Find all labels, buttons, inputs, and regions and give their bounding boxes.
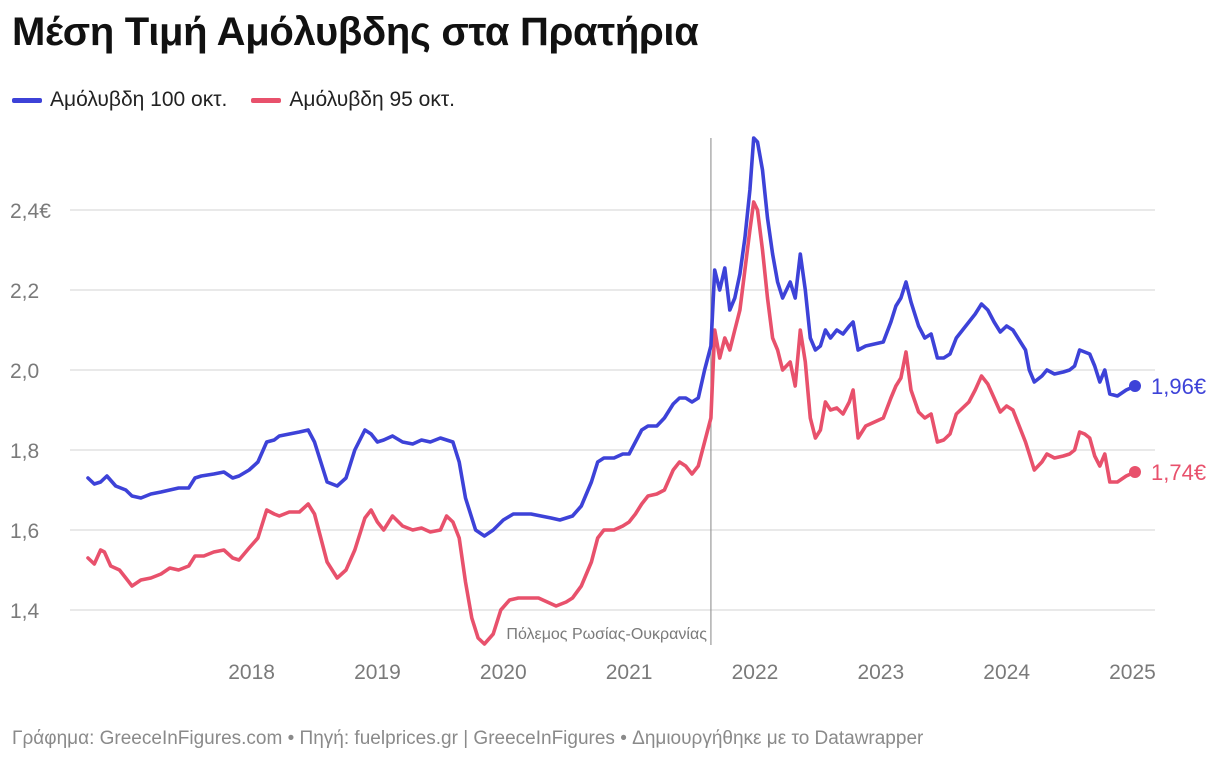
- x-tick-label-2: 2020: [480, 661, 527, 684]
- y-tick-label-3: 2,0: [10, 360, 39, 383]
- x-tick-label-4: 2022: [732, 661, 779, 684]
- x-tick-label-5: 2023: [857, 661, 904, 684]
- series-line-1: [86, 200, 1137, 646]
- y-tick-label-4: 2,2: [10, 280, 39, 303]
- legend-item-100: Αμόλυβδη 100 οκτ.: [12, 88, 227, 112]
- x-tick-label-6: 2024: [983, 661, 1030, 684]
- x-tick-label-1: 2019: [354, 661, 401, 684]
- chart-title: Μέση Τιμή Αμόλυβδης στα Πρατήρια: [12, 10, 699, 54]
- legend: Αμόλυβδη 100 οκτ. Αμόλυβδη 95 οκτ.: [12, 88, 455, 112]
- y-tick-label-2: 1,8: [10, 440, 39, 463]
- legend-item-95: Αμόλυβδη 95 οκτ.: [251, 88, 455, 112]
- series-end-dot-1: [1129, 466, 1141, 478]
- legend-swatch-100: [12, 97, 42, 103]
- legend-label-95: Αμόλυβδη 95 οκτ.: [289, 88, 455, 111]
- series-end-label-1: 1,74€: [1151, 460, 1206, 485]
- annotation-label: Πόλεμος Ρωσίας-Ουκρανίας: [506, 626, 707, 643]
- series-end-label-0: 1,96€: [1151, 374, 1206, 399]
- x-tick-label-7: 2025: [1109, 661, 1156, 684]
- y-tick-label-5: 2,4€: [10, 200, 51, 223]
- x-tick-label-3: 2021: [606, 661, 653, 684]
- legend-swatch-95: [251, 97, 282, 103]
- series-line-0: [86, 136, 1137, 538]
- y-tick-label-0: 1,4: [10, 600, 40, 623]
- series-end-dot-0: [1129, 380, 1141, 392]
- x-tick-label-0: 2018: [228, 661, 275, 684]
- y-tick-label-1: 1,6: [10, 520, 39, 543]
- legend-label-100: Αμόλυβδη 100 οκτ.: [50, 88, 228, 111]
- footer-credit: Γράφημα: GreeceInFigures.com • Πηγή: fue…: [12, 728, 924, 749]
